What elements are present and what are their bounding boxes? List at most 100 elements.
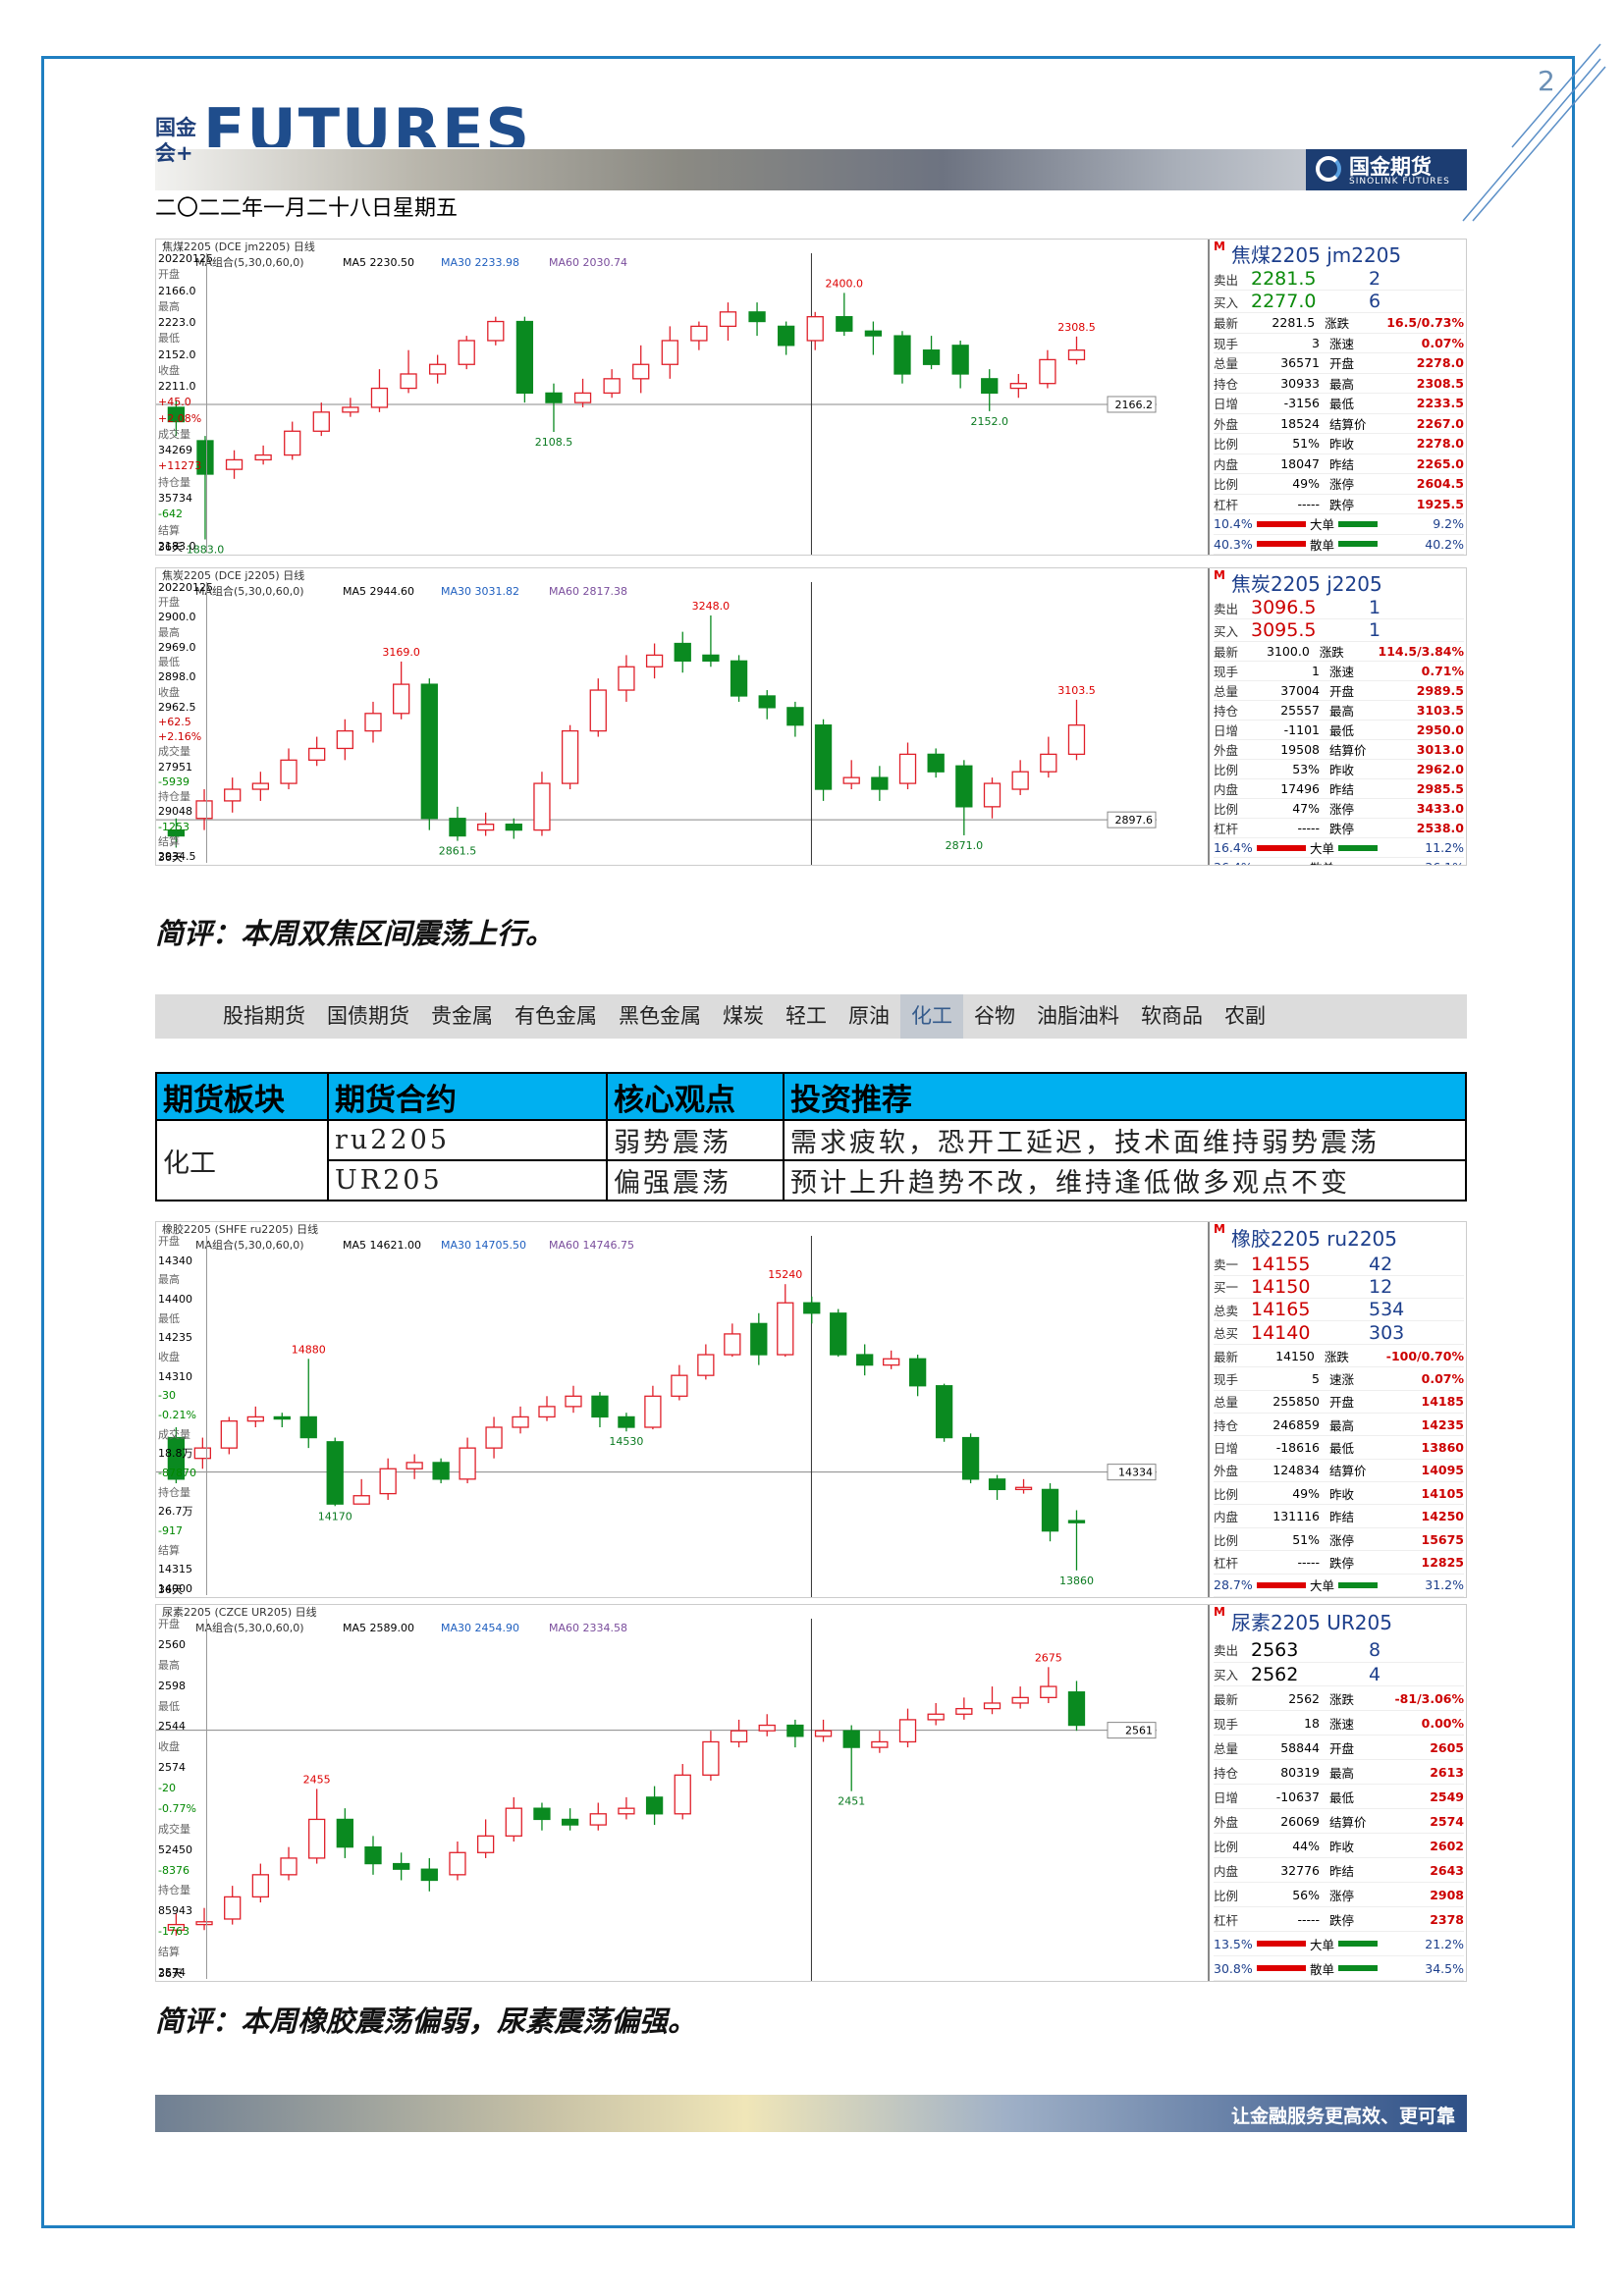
- chart-panel: 开盘 14340 最高 14400 最低 14235 收盘 14310 -30 -0.21% 成交量…: [155, 1221, 1467, 1598]
- info-item: 最高: [158, 1273, 180, 1287]
- price-annotation: 3103.5: [1057, 684, 1096, 697]
- candle-body: [671, 1374, 688, 1397]
- candle-body: [280, 1857, 298, 1876]
- stat-label: 杠杆: [1214, 497, 1239, 512]
- candle-body: [308, 747, 326, 761]
- flow-row: 36.4% 散单 36.1%: [1214, 858, 1464, 865]
- info-item: 开盘: [158, 596, 180, 610]
- summary-table: 期货板块 期货合约 核心观点 投资推荐 化工 ru2205 弱势震荡 需求疲软，…: [155, 1072, 1467, 1201]
- info-item: 20220125: [158, 252, 213, 265]
- stat-value: 2604.5: [1416, 476, 1464, 492]
- quote-name: 橡胶2205 ru2205: [1230, 1227, 1398, 1252]
- stat-value: 14250: [1421, 1509, 1465, 1524]
- stat-value: 18047: [1280, 455, 1320, 471]
- stat-label: 涨速: [1329, 336, 1355, 351]
- stat-label: 昨收: [1329, 437, 1355, 453]
- info-item: 持仓量: [158, 475, 190, 489]
- flow-pct: 36.1%: [1381, 860, 1464, 865]
- stat-value: 53%: [1292, 762, 1320, 776]
- ma-set: MA组合(5,30,0,60,0): [195, 1621, 304, 1634]
- candle-body: [336, 729, 353, 750]
- candle-body: [379, 1468, 397, 1495]
- candle-body: [618, 1807, 635, 1815]
- stat-value: 2574: [1430, 1813, 1464, 1829]
- candle-body: [420, 1868, 438, 1882]
- stat-value: 19508: [1280, 742, 1320, 757]
- info-item: -642: [158, 507, 183, 521]
- flow-pct: 40.2%: [1425, 536, 1464, 552]
- footer-slogan: 让金融服务更高效、更可靠: [1230, 2106, 1455, 2127]
- price-annotation: 3248.0: [692, 600, 731, 613]
- candle-body: [533, 1807, 551, 1821]
- candle-body: [1067, 1691, 1086, 1727]
- candle-plot: 尿素2205 (CZCE UR205) 日线 MA组合(5,30,0,60,0) M…: [156, 1605, 1157, 1981]
- book-price: 14155: [1251, 1253, 1311, 1275]
- info-item: 2223.0: [158, 316, 196, 330]
- candle-body: [591, 1395, 609, 1418]
- info-item: 2934.5: [158, 849, 196, 863]
- candle-body: [393, 1862, 410, 1870]
- candle-body: [459, 1447, 476, 1480]
- stat-label: 昨结: [1329, 782, 1355, 797]
- stat-label: 最低: [1329, 1441, 1355, 1457]
- stat-row: 外盘 18524 结算价 2267.0: [1214, 414, 1464, 434]
- stat-label: 总量: [1214, 1395, 1239, 1411]
- stat-value: 32776: [1280, 1862, 1320, 1878]
- info-item: 开盘: [158, 1618, 180, 1630]
- candle-body: [645, 1796, 664, 1815]
- ma-set: MA组合(5,30,0,60,0): [195, 255, 304, 269]
- candle-body: [702, 654, 720, 662]
- candle-body: [196, 440, 214, 475]
- stat-value: 2613: [1430, 1764, 1464, 1780]
- stat-label: 比例: [1214, 477, 1239, 493]
- stat-row: 总量 255850 开盘 14185: [1214, 1391, 1464, 1414]
- info-column: 开盘 2560 最高 2598 最低 2544 收盘 2574 -20 -0.77% 成交量 5245…: [156, 1619, 207, 1979]
- stat-label: 涨跌: [1329, 1691, 1355, 1707]
- stat-value: 1: [1312, 664, 1320, 678]
- book-price: 14150: [1251, 1275, 1311, 1298]
- flow-label: 大单: [1310, 1578, 1335, 1594]
- candle-body: [871, 776, 889, 790]
- candle-body: [364, 713, 382, 732]
- book-row: 卖出 2563 8: [1214, 1638, 1464, 1663]
- chart-panel: 20220125 开盘 2900.0 最高 2969.0 最低 2898.0 收盘 2962.5…: [155, 567, 1467, 866]
- stat-label: 内盘: [1214, 456, 1239, 472]
- stat-value: 0.71%: [1421, 664, 1464, 678]
- stat-value: 44%: [1292, 1838, 1320, 1853]
- quote-mark: M: [1214, 1222, 1225, 1236]
- info-item: 2211.0: [158, 380, 196, 394]
- candle-body: [758, 695, 776, 709]
- flow-bar-red: [1257, 844, 1306, 851]
- flow-row: 13.5% 大单 21.2%: [1214, 1932, 1464, 1957]
- info-item: 最高: [158, 299, 180, 313]
- flow-pct: 21.2%: [1425, 1936, 1464, 1951]
- stat-label: 跌停: [1329, 1555, 1355, 1571]
- stat-row: 最新 14150 涨跌 -100/0.70%: [1214, 1345, 1464, 1368]
- stat-row: 日增 -18616 最低 13860: [1214, 1436, 1464, 1460]
- comment: 简评：本周橡胶震荡偏弱，尿素震荡偏强。: [155, 2004, 697, 2038]
- candle-body: [724, 1333, 741, 1356]
- stat-value: 47%: [1292, 801, 1320, 816]
- page-frame: [41, 56, 1575, 2228]
- flow-bar-red: [1257, 1965, 1306, 1972]
- stat-row: 内盘 131116 昨结 14250: [1214, 1505, 1465, 1528]
- book-volume: 303: [1369, 1321, 1405, 1344]
- stat-row: 比例 56% 涨停 2908: [1214, 1883, 1464, 1908]
- chart-header: 焦煤2205 (DCE jm2205) 日线: [162, 240, 315, 253]
- book-row: 卖一 14155 42: [1214, 1253, 1464, 1276]
- candle-plot: 橡胶2205 (SHFE ru2205) 日线 MA组合(5,30,0,60,0)…: [156, 1222, 1157, 1597]
- candle-body: [730, 660, 748, 697]
- candle-body: [167, 1923, 186, 1931]
- stat-label: 最高: [1329, 704, 1355, 719]
- ma30: MA30 14705.50: [441, 1239, 526, 1252]
- flow-bar-green: [1338, 864, 1379, 865]
- stat-row: 杠杆 ----- 跌停 2538.0: [1214, 819, 1464, 838]
- candle-body: [512, 1415, 529, 1428]
- flow-bar-green: [1338, 1965, 1379, 1972]
- stat-label: 跌停: [1329, 1912, 1355, 1928]
- stat-label: 最高: [1329, 376, 1355, 392]
- flow-label: 散单: [1310, 858, 1334, 865]
- stat-label: 昨结: [1329, 1863, 1355, 1879]
- candle-body: [786, 707, 804, 726]
- stat-row: 持仓 25557 最高 3103.5: [1214, 701, 1464, 721]
